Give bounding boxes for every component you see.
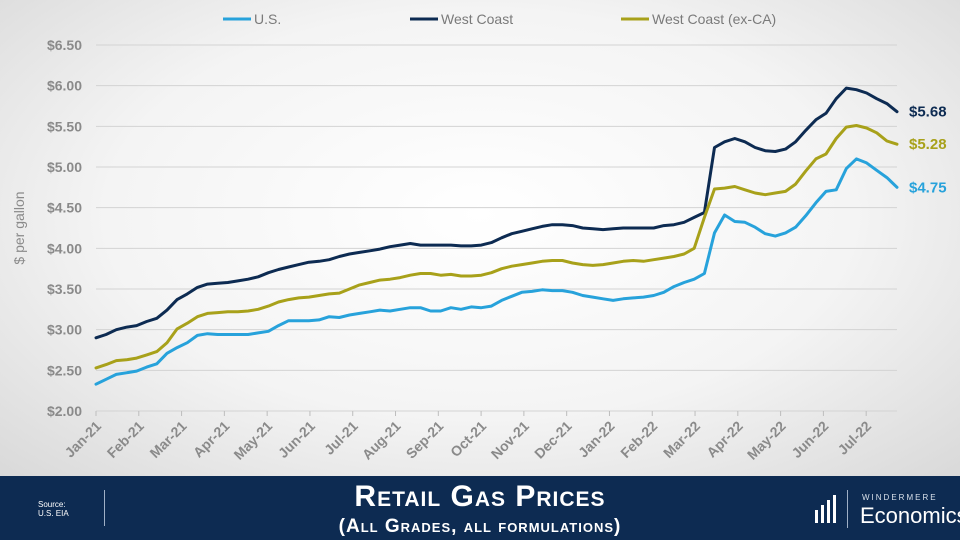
x-tick-label: Jul-22 (834, 418, 874, 458)
logo-wordmark-bottom: Economics (860, 503, 960, 528)
x-tick-label: Apr-21 (190, 418, 233, 461)
legend-entry: West Coast (441, 11, 513, 27)
series-line (94, 86, 899, 340)
source-heading: Source: (38, 500, 66, 509)
series-line (94, 124, 899, 370)
y-tick-label: $6.50 (47, 37, 82, 53)
x-tick-label: Jul-21 (321, 418, 361, 458)
x-tick-label: Mar-21 (146, 418, 189, 461)
x-tick-label: Feb-22 (617, 418, 660, 461)
x-tick-label: Nov-21 (488, 418, 532, 462)
x-tick-label: Aug-21 (359, 418, 404, 463)
page-title: Retail Gas Prices (354, 480, 606, 513)
y-tick-label: $3.00 (47, 322, 82, 338)
x-tick-label: Dec-21 (531, 418, 575, 462)
bar-chart-icon (815, 495, 836, 523)
end-value-label: $5.68 (909, 104, 947, 121)
chart-area: $2.00 $2.50 $3.00 $3.50 $4.00 $4.50 $5.00 $5.50… (0, 0, 960, 476)
end-value-label: $5.28 (909, 136, 947, 153)
x-tick-label: May-22 (744, 418, 789, 463)
y-tick-label: $2.50 (47, 362, 82, 378)
y-tick-label: $4.50 (47, 200, 82, 216)
y-tick-label: $6.00 (47, 78, 82, 94)
source-value: U.S. EIA (38, 509, 69, 518)
x-tick-label: Feb-21 (104, 418, 147, 461)
x-tick-label: Oct-21 (447, 418, 489, 460)
source-divider (104, 490, 105, 526)
source-label: Source: U.S. EIA (38, 500, 69, 518)
x-tick-label: Jun-22 (788, 418, 831, 461)
logo-divider (847, 490, 848, 528)
y-tick-label: $3.50 (47, 281, 82, 297)
y-tick-label: $5.00 (47, 159, 82, 175)
x-tick-label: Sep-21 (403, 418, 447, 462)
y-tick-label: $5.50 (47, 118, 82, 134)
page-subtitle: (All Grades, all formulations) (338, 516, 622, 537)
line-chart: $2.00 $2.50 $3.00 $3.50 $4.00 $4.50 $5.00 $5.50… (11, 11, 947, 463)
x-tick-label: May-21 (230, 418, 275, 463)
x-tick-label: Apr-22 (703, 418, 746, 461)
end-value-label: $4.75 (909, 179, 947, 196)
legend-entry: U.S. (254, 11, 281, 27)
logo-wordmark-top: WINDERMERE (862, 493, 938, 502)
x-tick-label: Jun-21 (275, 418, 318, 461)
x-tick-label: Jan-21 (61, 418, 104, 461)
y-tick-label: $2.00 (47, 403, 82, 419)
x-tick-label: Mar-22 (660, 418, 703, 461)
series-line (94, 157, 899, 386)
footer-banner: Source: U.S. EIA Retail Gas Prices (All … (0, 476, 960, 540)
y-tick-label: $4.00 (47, 240, 82, 256)
legend-entry: West Coast (ex-CA) (652, 11, 776, 27)
y-axis-label: $ per gallon (11, 191, 27, 264)
x-tick-label: Jan-22 (575, 418, 618, 461)
